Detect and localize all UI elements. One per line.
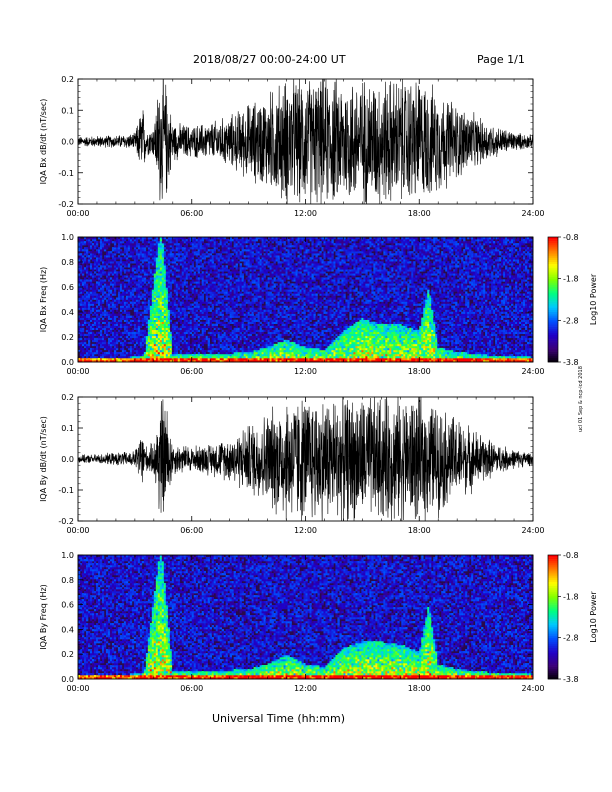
y-tick-label: 0.0 (61, 455, 74, 464)
y-tick-label: -0.2 (58, 200, 74, 209)
date-range-title: 2018/08/27 00:00-24:00 UT (193, 53, 346, 66)
y-tick-label: 0.2 (61, 75, 74, 84)
x-tick-label: 00:00 (66, 684, 89, 693)
x-tick-label: 24:00 (521, 209, 544, 218)
y-tick-label: 0.0 (61, 675, 74, 684)
colorbar-tick-label: -1.8 (563, 275, 579, 284)
waveform-trace (78, 79, 533, 204)
y-tick-label: 1.0 (61, 551, 74, 560)
x-tick-label: 24:00 (521, 526, 544, 535)
panel-frame (77, 396, 534, 522)
panel-3-axes (77, 396, 534, 522)
y-tick-label: 0.1 (61, 424, 74, 433)
y-tick-label: 0.6 (61, 601, 74, 610)
x-tick-label: 06:00 (180, 367, 203, 376)
y-tick-label: 0.6 (61, 283, 74, 292)
x-tick-label: 00:00 (66, 209, 89, 218)
y-axis-label: IQA Bx dB/dt (nT/sec) (39, 99, 48, 185)
panel-frame (77, 236, 534, 363)
x-tick-label: 12:00 (294, 367, 317, 376)
y-tick-label: 0.2 (61, 333, 74, 342)
x-tick-label: 12:00 (294, 209, 317, 218)
waveform-trace (78, 397, 533, 521)
colorbar-tick-label: -1.8 (563, 592, 579, 601)
x-axis-title: Universal Time (hh:mm) (212, 712, 345, 725)
x-tick-label: 06:00 (180, 684, 203, 693)
page-indicator: Page 1/1 (477, 53, 525, 66)
x-tick-label: 00:00 (66, 526, 89, 535)
colorbar-label: Log10 Power (589, 591, 598, 643)
panel-1-axes (77, 78, 534, 205)
colorbar-tick-label: -2.8 (563, 634, 579, 643)
spectrogram-image (78, 555, 534, 680)
y-axis-label: IQA By dB/dt (nT/sec) (39, 416, 48, 502)
colorbar-frame (547, 236, 559, 363)
y-tick-label: -0.1 (58, 169, 74, 178)
x-tick-label: 24:00 (521, 684, 544, 693)
y-tick-label: 0.0 (61, 138, 74, 147)
x-tick-label: 12:00 (294, 684, 317, 693)
x-tick-label: 24:00 (521, 367, 544, 376)
x-tick-label: 18:00 (408, 209, 431, 218)
panel-frame (77, 78, 534, 205)
colorbar-frame (547, 554, 559, 680)
credit-text: ucl 01 Sep & ncp-icd 2018 (578, 366, 584, 432)
colorbar-tick-label: -0.8 (563, 233, 579, 242)
x-tick-label: 18:00 (408, 684, 431, 693)
x-tick-label: 00:00 (66, 367, 89, 376)
colorbar-tick-label: -2.8 (563, 316, 579, 325)
colorbar (547, 236, 561, 363)
x-tick-label: 06:00 (180, 209, 203, 218)
colorbar-tick-label: -3.8 (563, 675, 579, 684)
colorbar-tick-label: -3.8 (563, 358, 579, 367)
x-tick-label: 12:00 (294, 526, 317, 535)
spectrogram-image (78, 237, 534, 363)
y-tick-label: -0.2 (58, 517, 74, 526)
x-tick-label: 06:00 (180, 526, 203, 535)
y-tick-label: 0.2 (61, 650, 74, 659)
colorbar-label: Log10 Power (589, 273, 598, 325)
panel-frame (77, 554, 534, 680)
y-tick-label: 1.0 (61, 233, 74, 242)
colorbar (547, 554, 561, 680)
y-tick-label: 0.4 (61, 625, 74, 634)
y-axis-label: IQA By Freq (Hz) (39, 584, 48, 650)
colorbar-tick-label: -0.8 (563, 551, 579, 560)
y-axis-label: IQA Bx Freq (Hz) (39, 267, 48, 333)
panel-2-axes (77, 236, 534, 363)
panel-4-axes (77, 554, 534, 680)
y-tick-label: 0.1 (61, 106, 74, 115)
y-tick-label: 0.0 (61, 358, 74, 367)
y-tick-label: 0.4 (61, 308, 74, 317)
y-tick-label: 0.8 (61, 258, 74, 267)
y-tick-label: 0.2 (61, 393, 74, 402)
x-tick-label: 18:00 (408, 526, 431, 535)
y-tick-label: -0.1 (58, 486, 74, 495)
x-tick-label: 18:00 (408, 367, 431, 376)
y-tick-label: 0.8 (61, 576, 74, 585)
